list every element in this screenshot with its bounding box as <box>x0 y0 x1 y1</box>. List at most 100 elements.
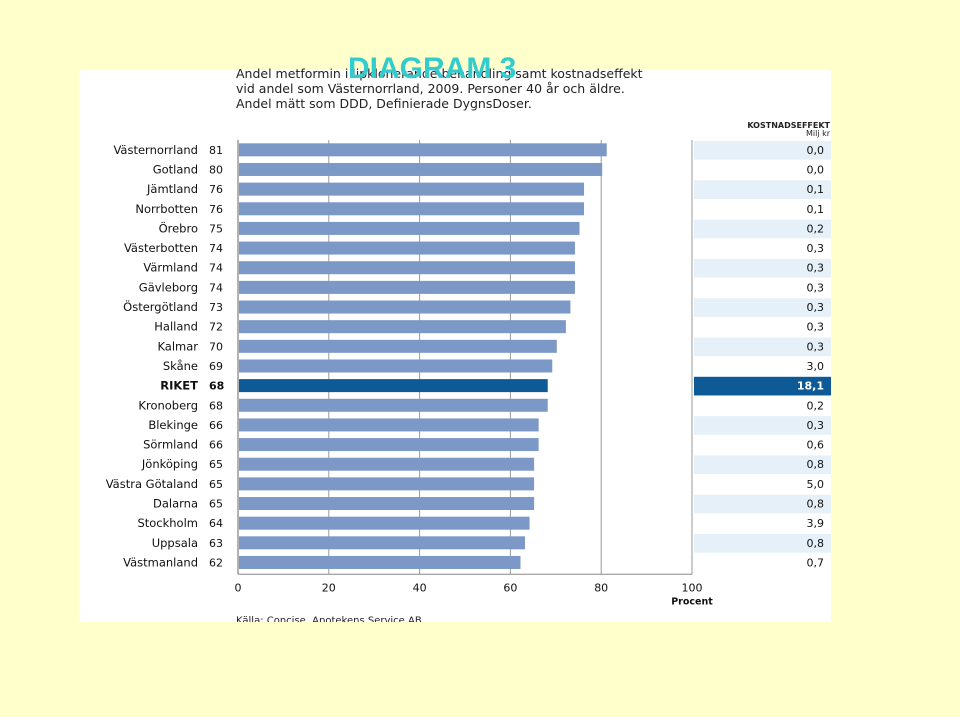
category-label: Västerbotten <box>124 241 198 255</box>
chart-title-line-2: vid andel som Västernorrland, 2009. Pers… <box>236 81 625 96</box>
x-axis-label: Procent <box>671 596 713 607</box>
bar <box>239 320 566 334</box>
category-label: Sörmland <box>143 438 198 452</box>
cost-effect-value: 0,3 <box>807 262 825 275</box>
value-label: 72 <box>209 321 223 334</box>
category-label: RIKET <box>160 379 198 393</box>
category-label: Dalarna <box>153 497 198 511</box>
cost-band <box>694 141 831 160</box>
bar <box>239 241 575 255</box>
cost-effect-value: 0,3 <box>807 242 825 255</box>
category-label: Kronoberg <box>138 398 198 412</box>
x-tick-label: 0 <box>235 581 242 594</box>
category-label: Värmland <box>143 261 198 275</box>
cost-effect-value: 0,3 <box>807 321 825 334</box>
x-tick-label: 60 <box>503 581 517 594</box>
value-label: 76 <box>209 183 223 196</box>
bar <box>239 516 530 530</box>
cost-band <box>694 258 831 278</box>
chart-panel: Andel metformin i lipklonerande behandli… <box>79 66 831 622</box>
value-label: 68 <box>209 399 223 412</box>
cost-band <box>694 534 831 553</box>
category-label: Västra Götaland <box>106 477 198 491</box>
bar <box>239 300 571 314</box>
value-label: 74 <box>209 242 223 255</box>
category-label: Västernorrland <box>113 143 198 157</box>
bar <box>239 398 548 412</box>
bar <box>239 261 575 275</box>
value-label: 64 <box>209 517 223 530</box>
category-label: Skåne <box>163 359 198 373</box>
value-label: 81 <box>209 144 223 157</box>
cost-effect-value: 0,8 <box>807 458 825 471</box>
bar <box>239 359 553 373</box>
cost-effect-value: 0,1 <box>807 203 825 216</box>
cost-band <box>694 376 831 396</box>
bar <box>239 457 535 471</box>
cost-band <box>694 298 831 317</box>
category-label: Halland <box>154 320 198 334</box>
value-label: 65 <box>209 498 223 511</box>
bar <box>239 477 535 491</box>
cost-effect-value: 0,8 <box>807 537 825 550</box>
category-label: Blekinge <box>148 418 198 432</box>
bar <box>239 202 585 216</box>
cost-effect-value: 0,8 <box>807 498 825 511</box>
cost-band <box>694 180 831 199</box>
category-label: Östergötland <box>123 298 198 314</box>
bar <box>239 418 539 432</box>
bar <box>239 536 526 550</box>
cost-effect-value: 0,0 <box>807 144 825 157</box>
x-tick-label: 100 <box>682 581 703 594</box>
value-label: 69 <box>209 360 223 373</box>
bar <box>239 182 585 196</box>
bar <box>239 221 580 235</box>
bar <box>239 438 539 452</box>
value-label: 75 <box>209 222 223 235</box>
bar <box>239 379 548 393</box>
chart-title-line-1: Andel metformin i lipklonerande behandli… <box>236 66 643 81</box>
value-label: 73 <box>209 301 223 314</box>
x-tick-label: 80 <box>594 581 608 594</box>
source-note: Källa: Concise, Apotekens Service AB. <box>236 615 425 622</box>
category-label: Kalmar <box>157 339 198 353</box>
value-label: 70 <box>209 340 223 353</box>
chart-title-line-3: Andel mätt som DDD, Definierade DygnsDos… <box>236 96 532 111</box>
cost-effect-value: 0,3 <box>807 419 825 432</box>
cost-effect-value: 0,7 <box>807 556 825 569</box>
cost-band <box>694 494 831 514</box>
cost-effect-value: 0,3 <box>807 340 825 353</box>
category-label: Gävleborg <box>139 280 198 294</box>
category-label: Jönköping <box>141 457 198 471</box>
cost-effect-value: 0,3 <box>807 301 825 314</box>
cost-band <box>694 337 831 357</box>
bar <box>239 162 603 176</box>
value-label: 66 <box>209 419 223 432</box>
value-label: 68 <box>209 380 224 393</box>
cost-band <box>694 455 831 475</box>
cost-effect-value: 0,2 <box>807 222 825 235</box>
value-label: 74 <box>209 262 223 275</box>
value-label: 63 <box>209 537 223 550</box>
cost-effect-value: 0,2 <box>807 399 825 412</box>
value-label: 66 <box>209 439 223 452</box>
value-label: 65 <box>209 478 223 491</box>
value-label: 62 <box>209 556 223 569</box>
cost-unit: Milj kr <box>806 129 831 138</box>
bar <box>239 497 535 511</box>
value-label: 65 <box>209 458 223 471</box>
bar <box>239 280 575 294</box>
cost-effect-value: 18,1 <box>797 380 824 393</box>
x-tick-label: 40 <box>413 581 427 594</box>
category-label: Norrbotten <box>135 202 198 216</box>
value-label: 80 <box>209 163 223 176</box>
cost-effect-value: 0,6 <box>807 439 825 452</box>
category-label: Örebro <box>159 219 198 235</box>
x-tick-label: 20 <box>322 581 336 594</box>
bar <box>239 339 557 353</box>
cost-band <box>694 219 831 239</box>
cost-effect-value: 0,0 <box>807 163 825 176</box>
cost-header: KOSTNADSEFFEKT <box>747 121 830 130</box>
cost-band <box>694 416 831 435</box>
